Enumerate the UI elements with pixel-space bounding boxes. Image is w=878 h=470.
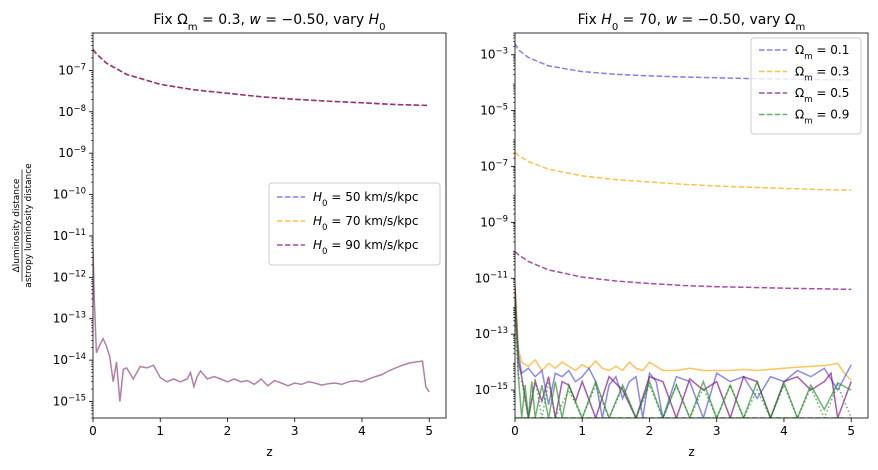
left-chart-panel: 0 1 2 3 4 5 10−15 10−14 10−13 10−12 10−11 10−10 10−9… <box>12 12 447 459</box>
axes-frame <box>514 32 869 419</box>
x-tick-label: 2 <box>224 424 232 438</box>
x-tick-label: 2 <box>646 424 654 438</box>
x-axis-label: z <box>266 445 272 459</box>
y-tick-label: 10−13 <box>475 326 508 341</box>
y-tick-label: 10−8 <box>58 104 86 119</box>
y-tick-label: 10−15 <box>53 394 86 409</box>
legend-entry: Ωm = 0.1 <box>795 43 849 62</box>
series-line--m-0-5 <box>515 251 852 291</box>
y-tick-label: 10−11 <box>475 270 508 285</box>
legend-box <box>750 37 862 135</box>
series-line-h0-90-km-s-kpc <box>93 49 430 107</box>
y-tick-label: 10−15 <box>475 382 508 397</box>
series-line-residual-5 <box>515 308 852 418</box>
chart-title: Fix H0 = 70, w = −0.50, vary Ωm <box>578 12 806 33</box>
y-tick-label: 10−14 <box>53 352 86 367</box>
legend-entry: H0 = 70 km/s/kpc <box>313 214 418 233</box>
y-axis-label: Δluminosity distance astropy luminosity d… <box>12 163 34 288</box>
y-tick-label: 10−7 <box>480 159 508 174</box>
x-tick-label: 1 <box>156 424 164 438</box>
y-tick-label: 10−7 <box>58 62 86 77</box>
y-tick-label: 10−10 <box>53 187 86 202</box>
y-tick-label: 10−9 <box>58 145 86 160</box>
x-tick-label: 1 <box>578 424 586 438</box>
plot-area <box>93 49 430 402</box>
x-tick-label: 0 <box>511 424 519 438</box>
x-axis-label: z <box>688 445 694 459</box>
x-tick-label: 0 <box>89 424 97 438</box>
legend-box <box>268 182 441 266</box>
chart-title: Fix Ωm = 0.3, w = −0.50, vary H0 <box>153 12 385 33</box>
y-tick-label: 10−9 <box>480 214 508 229</box>
legend: H0 = 50 km/s/kpc H0 = 70 km/s/kpc H0 = 90 … <box>268 182 441 266</box>
x-tick-label: 5 <box>847 424 855 438</box>
y-tick-label: 10−11 <box>53 228 86 243</box>
x-tick-label: 3 <box>713 424 721 438</box>
x-tick-label: 5 <box>425 424 433 438</box>
legend-entry: Ωm = 0.9 <box>795 108 849 127</box>
axes-frame <box>92 32 447 419</box>
x-tick-label: 3 <box>291 424 299 438</box>
series-line--m-0-3 <box>515 151 852 191</box>
y-tick-label: 10−5 <box>480 103 508 118</box>
y-tick-label: 10−3 <box>480 47 508 62</box>
series-line-residual-8 <box>515 325 852 418</box>
right-chart-panel: 0 1 2 3 4 5 10−15 10−13 10−11 10−9 10−7 10−5 10−3 Fix… <box>475 12 869 459</box>
legend-entry: H0 = 90 km/s/kpc <box>313 238 418 257</box>
y-axis-label-denominator: astropy luminosity distance <box>24 163 34 288</box>
series-line-residual-3 <box>93 248 430 402</box>
series-line-residual-4 <box>515 284 852 382</box>
legend-entry: H0 = 50 km/s/kpc <box>313 190 418 209</box>
plot-area <box>515 43 852 418</box>
legend-entry: Ωm = 0.3 <box>795 65 849 84</box>
legend-entry: Ωm = 0.5 <box>795 86 849 105</box>
x-tick-label: 4 <box>780 424 788 438</box>
y-tick-label: 10−13 <box>53 311 86 326</box>
y-tick-label: 10−12 <box>53 269 86 284</box>
x-tick-label: 4 <box>358 424 366 438</box>
legend: Ωm = 0.1 Ωm = 0.3 Ωm = 0.5 Ωm = 0.9 <box>750 37 862 135</box>
y-axis-label-numerator: Δluminosity distance <box>12 178 22 272</box>
